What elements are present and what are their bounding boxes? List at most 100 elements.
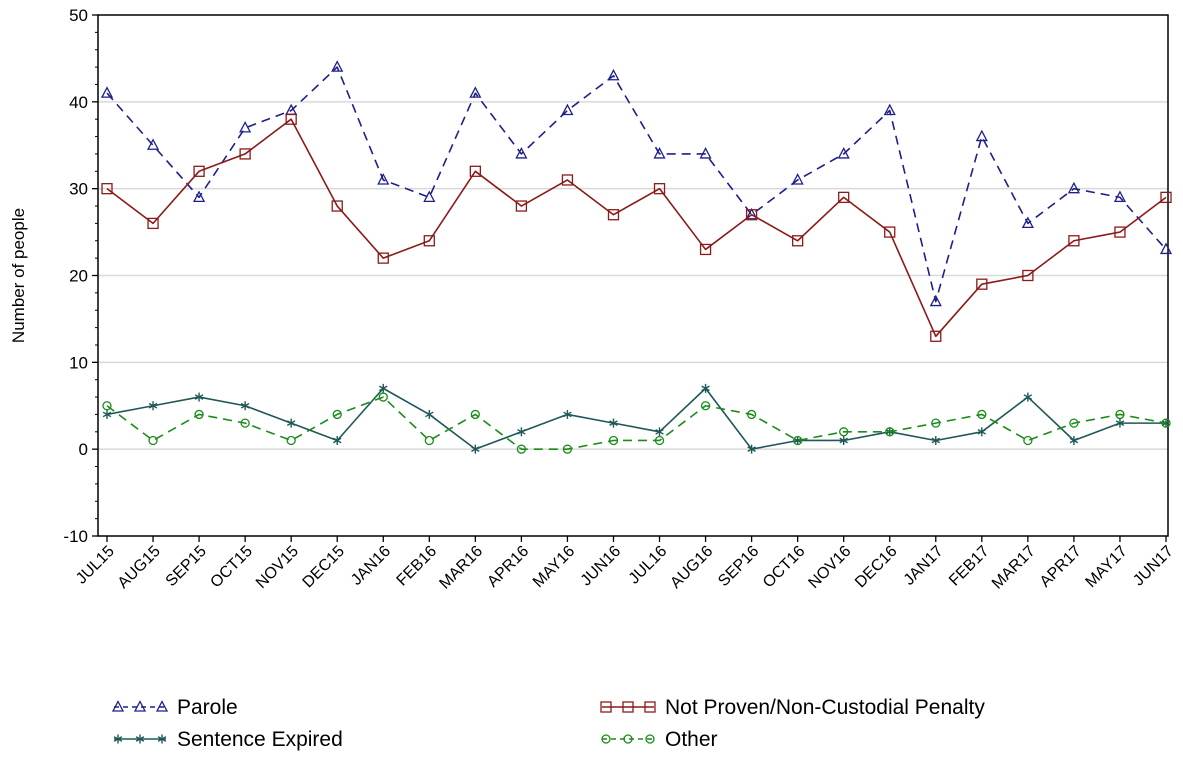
data-point (286, 435, 296, 446)
axes: Number of people -1001020304050JUL15AUG1… (9, 6, 1177, 593)
data-point (240, 401, 250, 411)
series-group (102, 392, 1171, 454)
data-point-stroke (425, 411, 434, 418)
x-tick-label: DEC15 (300, 543, 349, 592)
data-point (609, 418, 618, 428)
data-point-stroke (471, 446, 480, 453)
series-layer (100, 60, 1173, 454)
data-point (699, 243, 712, 256)
data-point (601, 734, 611, 744)
data-point-stroke (839, 437, 848, 444)
data-point-stroke (793, 437, 802, 444)
data-point-stroke (609, 420, 618, 426)
data-point (745, 209, 758, 221)
data-point-stroke (1023, 394, 1033, 400)
y-axis-label: Number of people (9, 208, 28, 343)
data-point (793, 435, 802, 445)
data-point (654, 435, 665, 446)
data-point-stroke (563, 411, 572, 418)
data-point (423, 190, 436, 203)
data-point (622, 701, 634, 713)
data-point (839, 427, 849, 437)
data-point (791, 173, 804, 185)
data-point (1067, 181, 1080, 194)
series-line (106, 396, 1167, 450)
data-point (655, 427, 664, 437)
legend-item: Not Proven/Non-Custodial Penalty (600, 696, 985, 719)
data-point-stroke (655, 428, 664, 435)
data-point (239, 148, 251, 160)
data-point (1023, 392, 1033, 402)
x-tick-label: MAR17 (989, 543, 1039, 593)
data-point (101, 183, 113, 195)
data-point (562, 444, 573, 454)
data-point (1069, 418, 1079, 428)
data-point (135, 734, 145, 744)
data-point (332, 435, 342, 445)
data-point (883, 103, 896, 116)
data-point (425, 409, 434, 419)
x-tick-label: MAR16 (436, 543, 486, 593)
x-tick-label: JUN16 (578, 543, 625, 590)
data-point-stroke (148, 402, 158, 409)
data-point (837, 147, 850, 159)
data-point (977, 427, 987, 437)
data-point (515, 200, 528, 212)
y-tick-label: 0 (79, 440, 88, 459)
legend-label: Not Proven/Non-Custodial Penalty (665, 696, 985, 719)
data-point-stroke (747, 446, 756, 453)
data-point (1113, 190, 1127, 203)
data-point (1160, 191, 1172, 204)
data-point (331, 60, 344, 72)
x-tick-label: JAN17 (901, 543, 947, 589)
x-tick-label: JUL16 (626, 543, 671, 588)
x-tick-label: APR17 (1037, 543, 1085, 591)
data-point (147, 217, 159, 230)
data-point-stroke (1069, 437, 1079, 444)
x-tick-label: SEP16 (715, 543, 762, 590)
data-point-stroke (286, 420, 296, 426)
series-group (101, 113, 1172, 342)
legend-item: Other (601, 728, 718, 751)
data-point (285, 113, 297, 125)
data-point (793, 435, 803, 446)
data-point (516, 444, 527, 454)
data-point (977, 409, 987, 420)
data-point (378, 392, 388, 402)
data-point (653, 183, 666, 195)
x-tick-label: MAY17 (1083, 543, 1131, 591)
data-point-stroke (379, 385, 388, 392)
data-point-stroke (701, 385, 710, 392)
data-point (377, 252, 389, 264)
y-tick-label: 50 (69, 6, 88, 25)
x-tick-label: SEP15 (163, 543, 210, 590)
data-point (148, 435, 158, 446)
data-point (929, 294, 942, 307)
data-point (976, 278, 988, 290)
legend-label: Parole (177, 696, 238, 719)
data-point-stroke (240, 402, 250, 409)
x-tick-label: OCT15 (207, 543, 256, 592)
data-point-stroke (977, 428, 987, 435)
series-line (106, 387, 1166, 450)
data-point (931, 435, 941, 445)
data-point-stroke (135, 736, 145, 742)
data-point (700, 401, 711, 411)
series-line (106, 66, 1167, 303)
data-point (469, 165, 481, 177)
data-point (607, 68, 620, 81)
data-point (423, 235, 435, 247)
data-point (471, 444, 480, 454)
data-point (157, 734, 167, 744)
data-point (1115, 409, 1125, 420)
x-tick-label: MAY16 (530, 543, 578, 591)
x-tick-label: AUG15 (115, 543, 164, 592)
data-point (1021, 216, 1034, 229)
data-point (644, 701, 656, 713)
y-tick-label: 30 (69, 180, 88, 199)
data-point (931, 418, 941, 428)
data-point (111, 700, 125, 712)
data-point (1114, 226, 1126, 238)
data-point (607, 209, 620, 221)
data-point (377, 173, 390, 185)
